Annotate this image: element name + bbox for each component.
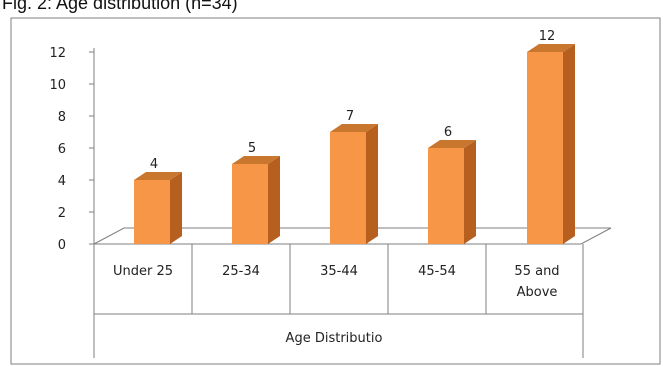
bar [134, 172, 182, 244]
bar-top [527, 44, 575, 52]
bar [232, 156, 280, 244]
data-label: 12 [539, 29, 556, 44]
bar-top [134, 172, 182, 180]
category-label: 55 and [514, 264, 559, 279]
bar-side [563, 44, 575, 244]
bar-front [428, 148, 464, 244]
y-tick-label: 0 [58, 238, 66, 253]
category-label-line2: Above [517, 285, 558, 300]
chart-border [10, 17, 661, 365]
bars-layer [134, 44, 575, 244]
data-label: 5 [248, 141, 256, 156]
y-tick-label: 12 [49, 46, 66, 61]
data-label: 4 [150, 157, 158, 172]
bar-top [232, 156, 280, 164]
bar [330, 124, 378, 244]
data-label: 6 [444, 125, 452, 140]
y-tick-label: 6 [58, 142, 66, 157]
figure-caption: Fig. 2: Age distribution (n=34) [2, 0, 238, 13]
bar-front [330, 132, 366, 244]
category-label: Under 25 [113, 264, 173, 279]
bar-top [330, 124, 378, 132]
y-tick-label: 2 [58, 206, 66, 221]
labels-layer: 4 5 7 6 12 Under 25 25-34 35-44 45-54 55 and Above [113, 29, 560, 300]
bar-front [232, 164, 268, 244]
category-label: 45-54 [418, 264, 456, 279]
data-label: 7 [346, 109, 354, 124]
bar-side [170, 172, 182, 244]
y-tick-label: 10 [49, 78, 66, 93]
chart-floor [93, 227, 612, 245]
bar [428, 140, 476, 244]
bar-front [527, 52, 563, 244]
bar-side [366, 124, 378, 244]
bar-top [428, 140, 476, 148]
bar-side [268, 156, 280, 244]
category-label: 35-44 [320, 264, 358, 279]
y-tick-label: 4 [58, 174, 66, 189]
x-axis-title: Age Distributio [286, 331, 383, 346]
axes-layer: 0 2 4 6 8 10 12 [49, 46, 612, 358]
y-tick-label: 8 [58, 110, 66, 125]
category-label: 25-34 [222, 264, 260, 279]
bar-front [134, 180, 170, 244]
bar-side [464, 140, 476, 244]
bar [527, 44, 575, 244]
